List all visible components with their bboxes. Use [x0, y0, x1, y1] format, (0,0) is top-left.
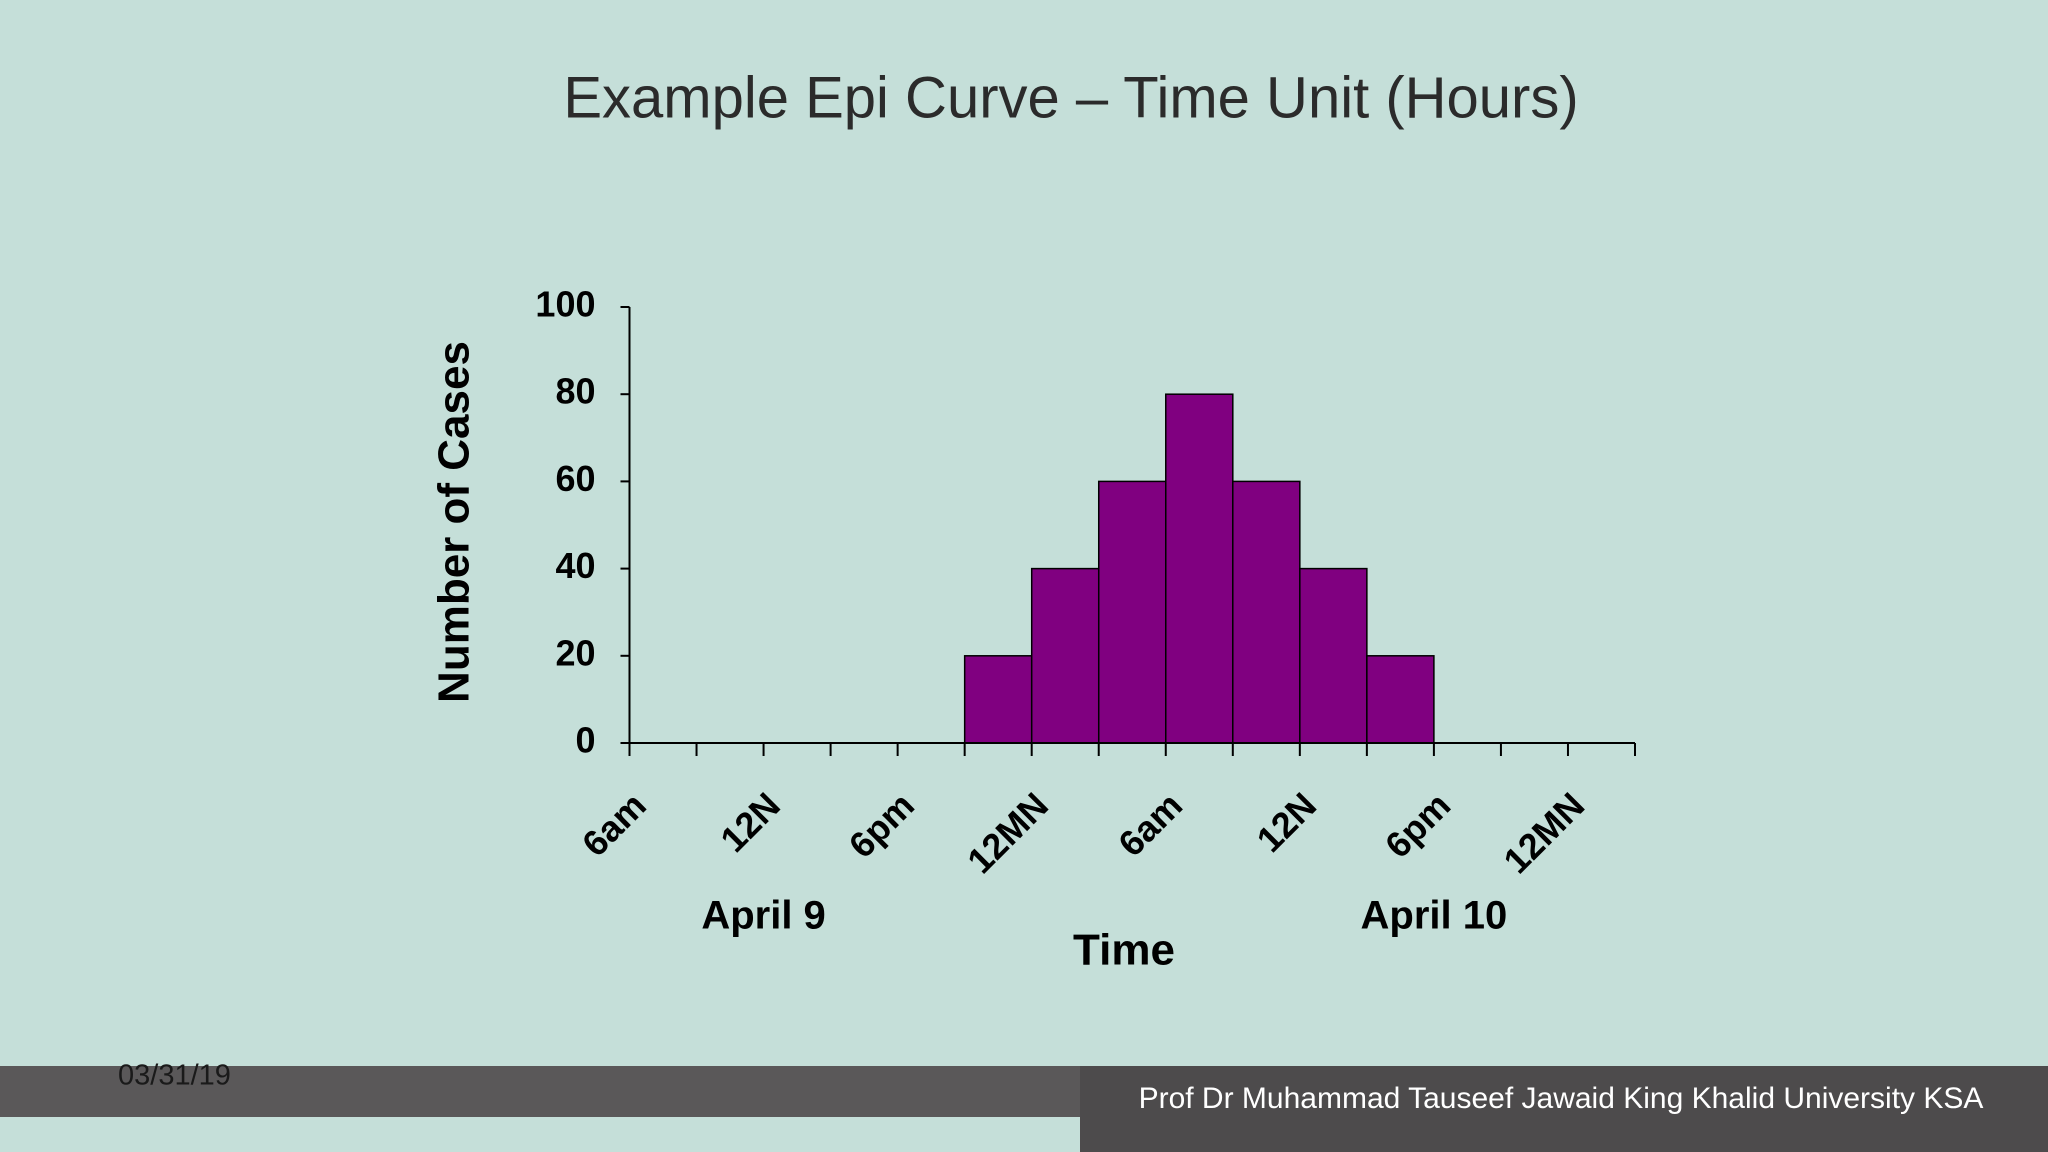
bar	[1232, 480, 1301, 744]
bar	[1299, 567, 1368, 744]
x-group-label: April 9	[701, 894, 825, 938]
bar	[1030, 567, 1100, 744]
y-tick-label: 60	[555, 458, 595, 499]
y-tick-label: 0	[575, 720, 595, 761]
y-tick-label: 20	[555, 632, 595, 673]
footer-text: Prof Dr Muhammad Tauseef Jawaid King Kha…	[1139, 1082, 1984, 1115]
y-tick-label: 100	[535, 284, 595, 325]
slide-date: 03/31/19	[118, 1060, 231, 1092]
bar	[963, 655, 1033, 744]
y-tick-label: 40	[555, 545, 595, 586]
bar	[1165, 393, 1234, 744]
y-tick-label: 80	[555, 371, 595, 412]
x-group-label: April 10	[1361, 894, 1508, 938]
bar	[1097, 480, 1167, 744]
y-axis-label: Number of Cases	[430, 341, 479, 703]
slide-title: Example Epi Curve – Time Unit (Hours)	[563, 65, 1578, 130]
footer-box	[1080, 1066, 2048, 1152]
bar	[1366, 655, 1435, 744]
x-axis-label: Time	[1073, 926, 1175, 975]
